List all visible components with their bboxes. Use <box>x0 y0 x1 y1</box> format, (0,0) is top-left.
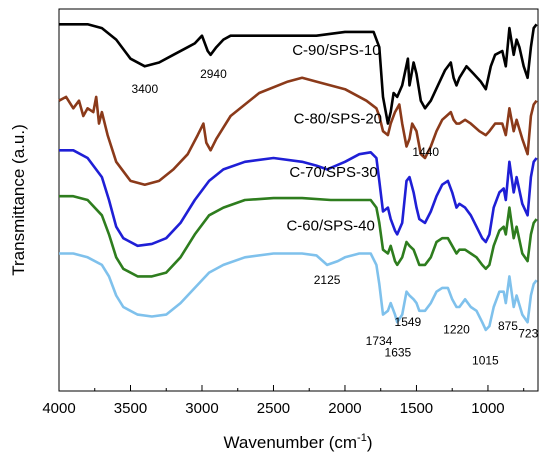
peak-annotation: 3400 <box>131 82 158 96</box>
x-axis-label: Wavenumber (cm-1) <box>224 432 373 452</box>
series-line-1 <box>59 23 538 125</box>
x-tick-label: 4000 <box>42 400 75 417</box>
x-tick-label: 1000 <box>471 400 504 417</box>
peak-annotation: 1549 <box>395 315 422 329</box>
x-tick-label: 3500 <box>114 400 147 417</box>
series-label: C-80/SPS-20 <box>294 111 382 128</box>
x-tick-label: 2000 <box>328 400 361 417</box>
peak-annotation: 2940 <box>200 67 227 81</box>
peak-annotation: 723 <box>518 327 538 341</box>
peak-annotation: 1635 <box>385 346 412 360</box>
peak-annotation: 875 <box>498 319 518 333</box>
x-axis-label-sup: -1 <box>357 432 367 444</box>
x-axis-label-main: Wavenumber (cm <box>224 433 358 452</box>
peak-annotation: 2125 <box>314 273 341 287</box>
series-label: C-60/SPS-40 <box>286 218 374 235</box>
plot-frame <box>58 8 539 392</box>
series-label: C-90/SPS-10 <box>292 42 380 59</box>
x-axis-ticks: 4000 3500 3000 2500 2000 1500 1000 <box>42 385 525 417</box>
x-tick-label: 1500 <box>400 400 433 417</box>
peak-annotation: 1440 <box>412 145 439 159</box>
series-layer <box>58 23 538 332</box>
series-labels: C-100/SPS-0 C-90/SPS-10 C-80/SPS-20 C-70/SP… <box>279 0 382 235</box>
peak-annotation: 1220 <box>443 323 470 337</box>
series-label: C-70/SPS-30 <box>289 164 377 181</box>
x-tick-label: 3000 <box>185 400 218 417</box>
series-line-5 <box>59 252 538 332</box>
series-label: C-100/SPS-0 <box>279 0 367 2</box>
peak-annotation: 1734 <box>366 334 393 348</box>
peak-annotation: 1015 <box>472 353 499 367</box>
y-axis-label: Transmittance (a.u.) <box>9 124 28 275</box>
x-axis-label-close: ) <box>367 433 373 452</box>
series-line-4 <box>59 194 538 278</box>
series-line-3 <box>59 149 538 248</box>
series-line-2 <box>58 76 538 186</box>
x-tick-label: 2500 <box>257 400 290 417</box>
